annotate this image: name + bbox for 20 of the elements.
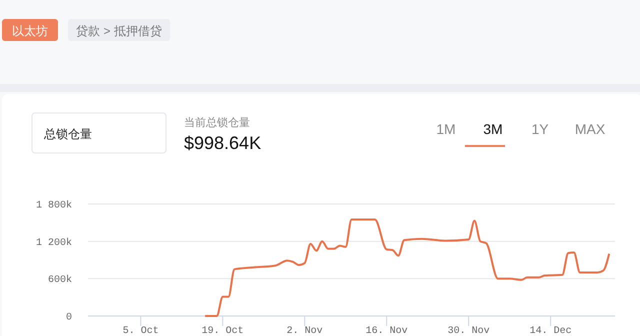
text: 3M [483,121,503,137]
text: 当前总锁仓量 [184,116,250,129]
x-tick-label: 30. Nov [448,326,490,336]
text: 以太坊 [12,24,48,38]
text: 1Y [531,121,550,137]
y-tick-label: 1 200k [36,236,72,249]
y-tick-label: 600k [48,274,72,286]
x-tick-label: 16. Nov [366,326,408,336]
y-tick-label: 0 [66,312,72,324]
x-tick-label: 5. Oct [122,326,159,336]
y-tick-label: 1 800k [36,200,72,212]
text: 总锁仓量 [43,127,92,141]
x-tick-label: 2. Nov [286,326,323,336]
text: $998.64K [184,133,262,153]
text: 贷款 > 抵押借贷 [76,24,162,38]
x-tick-label: 19. Oct [202,326,244,336]
text: MAX [574,121,606,137]
line-series [204,218,610,317]
x-tick-label: 14. Dec [530,326,572,336]
text: 1M [436,121,456,137]
